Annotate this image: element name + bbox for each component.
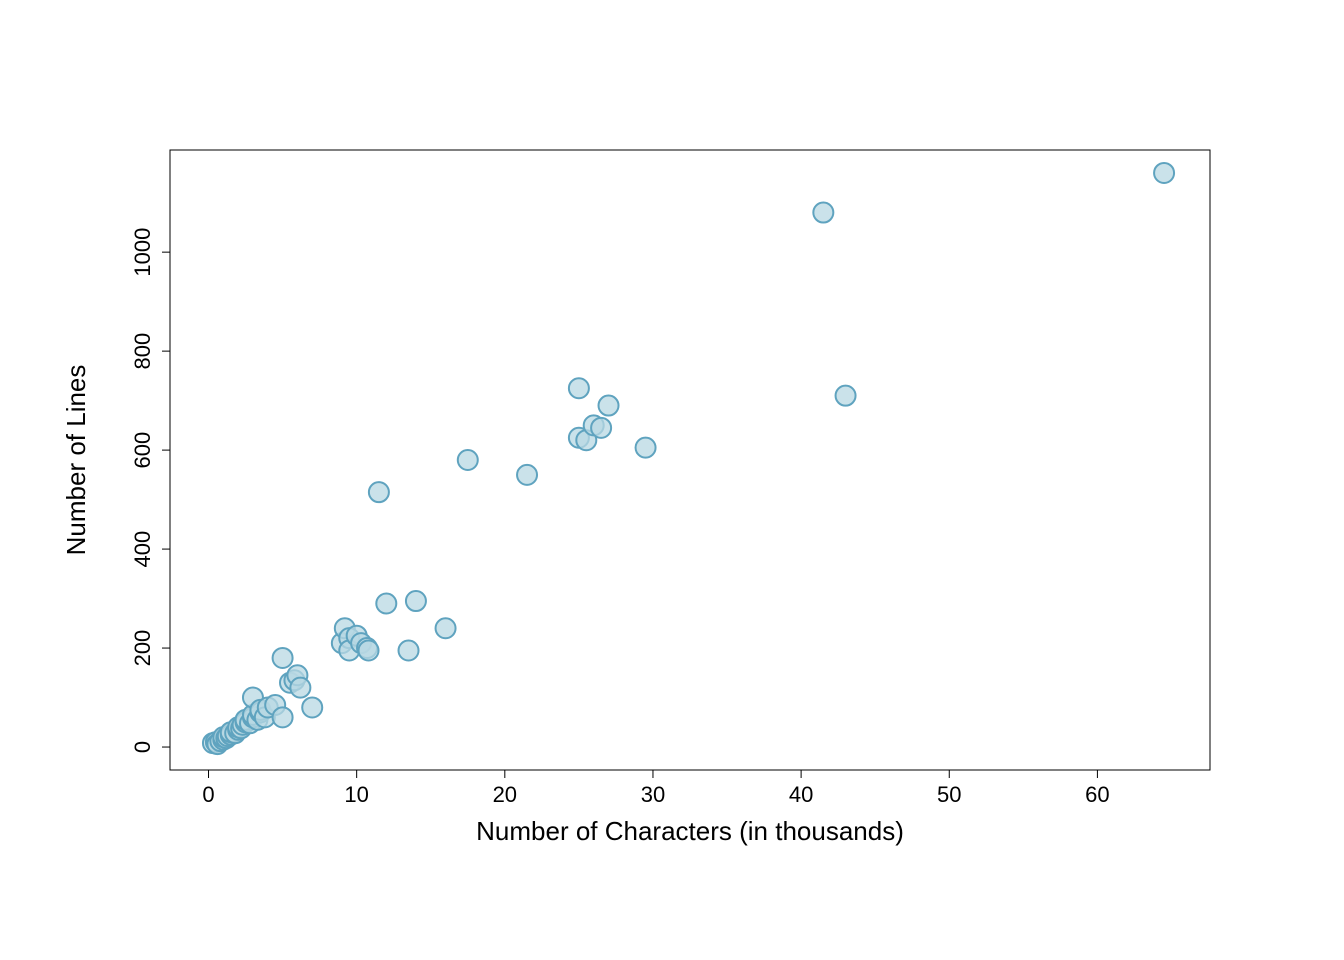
scatter-chart: 010203040506002004006008001000Number of … [0,0,1344,960]
data-point [599,396,619,416]
data-point [273,707,293,727]
x-tick-label: 40 [789,782,813,807]
y-tick-label: 0 [130,741,155,753]
y-tick-label: 600 [130,432,155,469]
x-tick-label: 30 [641,782,665,807]
data-point [399,641,419,661]
data-point [302,697,322,717]
data-point [376,594,396,614]
data-point [517,465,537,485]
data-point [636,438,656,458]
x-tick-label: 60 [1085,782,1109,807]
y-tick-label: 200 [130,630,155,667]
data-point [591,418,611,438]
chart-svg: 010203040506002004006008001000Number of … [0,0,1344,960]
x-tick-label: 0 [202,782,214,807]
x-axis-label: Number of Characters (in thousands) [476,816,904,846]
x-tick-label: 20 [493,782,517,807]
data-point [290,678,310,698]
x-tick-label: 50 [937,782,961,807]
y-tick-label: 1000 [130,228,155,277]
data-point [359,641,379,661]
data-point [569,378,589,398]
y-tick-label: 800 [130,333,155,370]
data-point [406,591,426,611]
data-point [836,386,856,406]
data-point [273,648,293,668]
x-tick-label: 10 [344,782,368,807]
data-point [813,203,833,223]
data-point [369,482,389,502]
data-point [458,450,478,470]
y-tick-label: 400 [130,531,155,568]
y-axis-label: Number of Lines [61,365,91,556]
data-point [436,618,456,638]
data-point [1154,163,1174,183]
